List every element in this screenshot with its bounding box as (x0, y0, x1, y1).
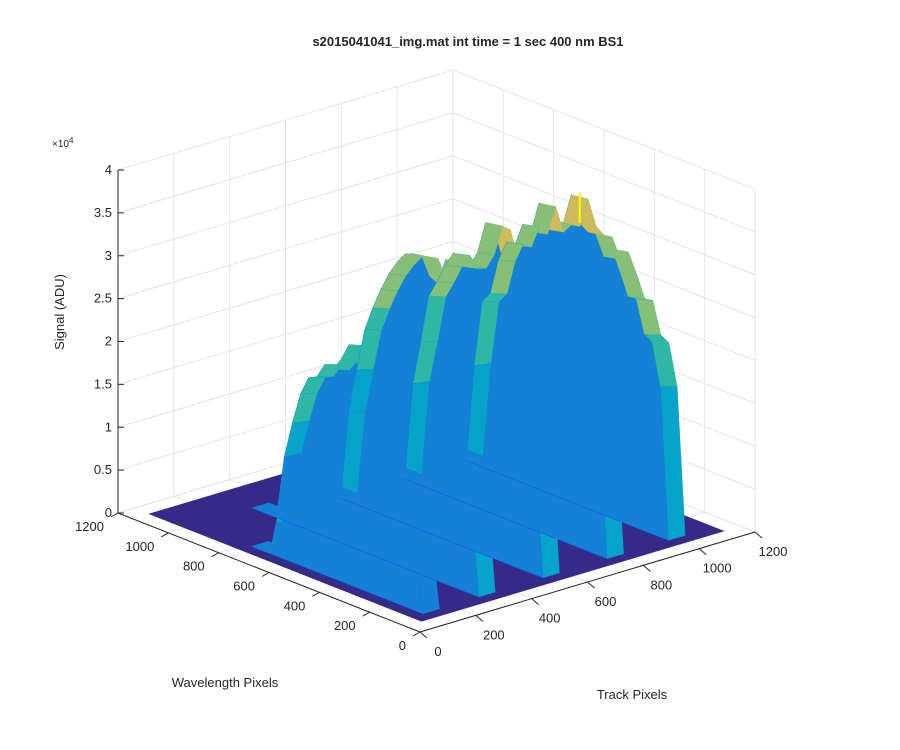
x-tick-mark (419, 631, 428, 639)
z-tick-label: 1 (105, 419, 112, 434)
wall-grid-horizontal (452, 69, 756, 190)
peak-top-strip (251, 502, 278, 512)
y-tick-mark (161, 532, 169, 538)
y-axis-label: Wavelength Pixels (172, 675, 279, 690)
svg-text:×104: ×104 (52, 136, 74, 150)
y-tick-label: 400 (284, 598, 306, 613)
z-tick-label: 1.5 (94, 376, 112, 391)
wall-grid-horizontal (117, 112, 454, 214)
y-tick-mark (211, 552, 219, 558)
x-axis-label: Track Pixels (597, 687, 668, 702)
y-tick-label: 800 (183, 559, 205, 574)
x-tick-label: 1000 (703, 561, 732, 576)
x-tick-mark (475, 614, 484, 622)
z-exponent-base: ×10 (52, 139, 69, 150)
z-exponent-power: 4 (69, 136, 74, 145)
chart-title: s2015041041_img.mat int time = 1 sec 400… (312, 34, 623, 49)
z-tick-label: 3.5 (94, 205, 112, 220)
z-tick-label: 3 (105, 248, 112, 263)
x-tick-mark (643, 564, 651, 572)
wall-grid-horizontal (117, 69, 454, 171)
x-tick-mark (587, 581, 595, 589)
x-tick-label: 600 (595, 594, 617, 609)
wall-grid-horizontal (117, 241, 454, 342)
z-axis-label: Signal (ADU) (52, 274, 67, 350)
y-tick-mark (110, 512, 119, 518)
wall-grid-horizontal (117, 155, 454, 257)
y-tick-label: 1200 (75, 519, 104, 534)
z-tick-label: 2.5 (94, 291, 112, 306)
wall-grid-horizontal (117, 198, 454, 300)
y-tick-label: 0 (399, 638, 406, 653)
x-tick-label: 200 (483, 627, 505, 642)
z-tick-label: 0 (105, 505, 112, 520)
z-tick-label: 4 (105, 162, 112, 177)
signal-peak (441, 192, 686, 541)
x-tick-label: 1200 (759, 544, 788, 559)
wall-grid-horizontal (452, 112, 756, 233)
x-tick-label: 0 (434, 644, 441, 659)
x-tick-mark (698, 548, 707, 556)
y-tick-label: 200 (334, 618, 356, 633)
peak-top-strip (441, 445, 468, 455)
y-tick-label: 1000 (125, 539, 154, 554)
z-tick-label: 0.5 (94, 462, 112, 477)
peak-top-strip (315, 483, 342, 493)
tick-layer: 0200400600800100012000200400600800100012… (75, 162, 787, 659)
y-tick-mark (412, 631, 421, 637)
peak-top-strip (379, 464, 406, 473)
x-tick-label: 800 (650, 577, 672, 592)
wall-grid-horizontal (452, 155, 756, 276)
y-tick-label: 600 (233, 579, 255, 594)
x-tick-mark (531, 598, 539, 606)
peak-top-strip (251, 541, 276, 549)
x-tick-mark (754, 531, 763, 539)
y-tick-mark (312, 591, 320, 597)
z-axis-exponent: ×104 (52, 136, 74, 150)
x-tick-label: 400 (539, 611, 561, 626)
y-tick-mark (261, 572, 270, 577)
z-tick-label: 2 (105, 334, 112, 349)
surface-layer (148, 192, 725, 622)
y-tick-mark (362, 611, 370, 617)
